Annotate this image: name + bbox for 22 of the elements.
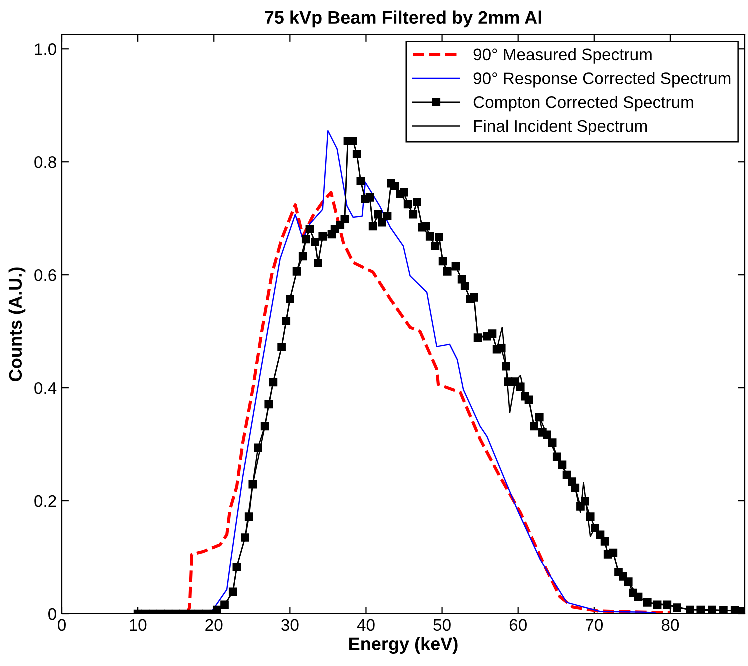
y-tick-label: 0.6 — [34, 269, 56, 282]
x-tick-label: 80 — [662, 619, 680, 632]
chart-title: 75 kVp Beam Filtered by 2mm Al — [265, 10, 542, 28]
x-tick-label: 40 — [357, 619, 375, 632]
y-tick-label: 0.4 — [34, 382, 57, 394]
y-tick-label: 0.2 — [34, 495, 56, 508]
x-tick-label: 20 — [206, 619, 223, 632]
y-axis-title: Counts (A.U.) — [8, 268, 26, 382]
y-tick-label: 0 — [48, 608, 56, 620]
x-tick-label: 10 — [130, 619, 147, 632]
x-axis-title: Energy (keV) — [350, 637, 458, 654]
legend-label: Compton Corrected Spectrum — [474, 96, 694, 112]
x-tick-label: 0 — [58, 619, 66, 632]
x-tick-label: 60 — [510, 619, 527, 632]
legend-label: Final Incident Spectrum — [474, 120, 648, 136]
x-tick-label: 70 — [586, 619, 604, 632]
x-tick-label: 50 — [434, 619, 451, 632]
y-tick-label: 0.8 — [34, 156, 56, 168]
legend-label: 90° Measured Spectrum — [474, 48, 652, 64]
y-tick-label: 1.0 — [35, 44, 56, 56]
x-tick-label: 30 — [282, 619, 299, 632]
legend-label: 90° Response Corrected Spectrum — [474, 72, 731, 88]
